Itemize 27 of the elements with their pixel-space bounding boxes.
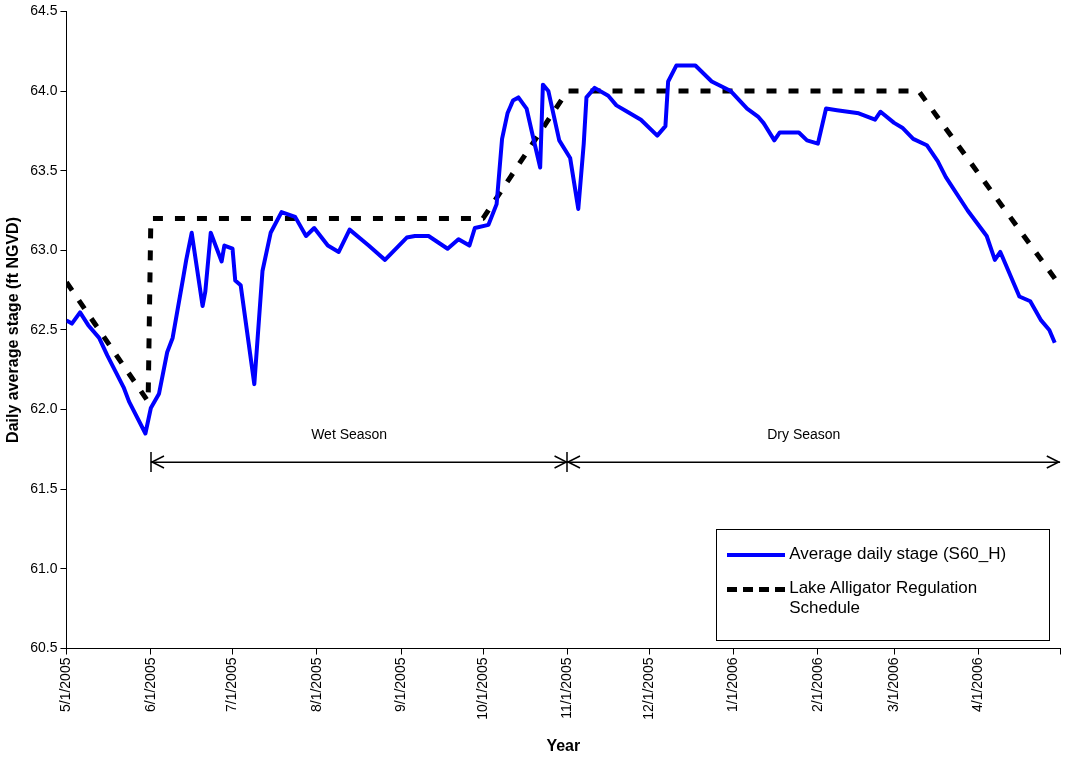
x-tick-label: 2/1/2006: [808, 657, 825, 713]
y-tick-label: 63.5: [30, 161, 58, 178]
y-tick-label: 62.5: [30, 320, 58, 337]
x-tick-label: 5/1/2005: [57, 657, 74, 713]
y-tick-label: 63.0: [30, 241, 58, 258]
x-tick-label: 8/1/2005: [307, 657, 324, 713]
x-tick-label: 3/1/2006: [884, 657, 901, 713]
x-axis-title: Year: [546, 736, 581, 754]
x-tick-label: 9/1/2005: [392, 657, 409, 713]
x-tick-label: 11/1/2005: [558, 657, 575, 719]
x-tick-label: 1/1/2006: [724, 657, 741, 713]
x-tick-label: 12/1/2005: [639, 657, 656, 720]
x-tick-label: 6/1/2005: [141, 657, 158, 713]
legend-label: Average daily stage (S60_H): [789, 543, 1008, 564]
x-tick-label: 10/1/2005: [473, 657, 490, 720]
annotation: Dry Season: [767, 426, 841, 443]
x-tick-label: 7/1/2005: [223, 657, 240, 713]
y-tick-label: 60.5: [30, 639, 58, 656]
y-axis-title: Daily average stage (ft NGVD): [4, 217, 22, 443]
y-tick-label: 64.0: [30, 81, 58, 98]
legend-label: Lake Alligator Regulation Schedule: [789, 577, 979, 618]
x-tick-label: 4/1/2006: [969, 657, 986, 713]
y-tick-label: 61.5: [30, 480, 58, 497]
annotation: Wet Season: [311, 426, 388, 443]
y-tick-label: 62.0: [30, 400, 58, 417]
y-tick-label: 61.0: [30, 559, 58, 576]
y-tick-label: 64.5: [30, 2, 58, 19]
